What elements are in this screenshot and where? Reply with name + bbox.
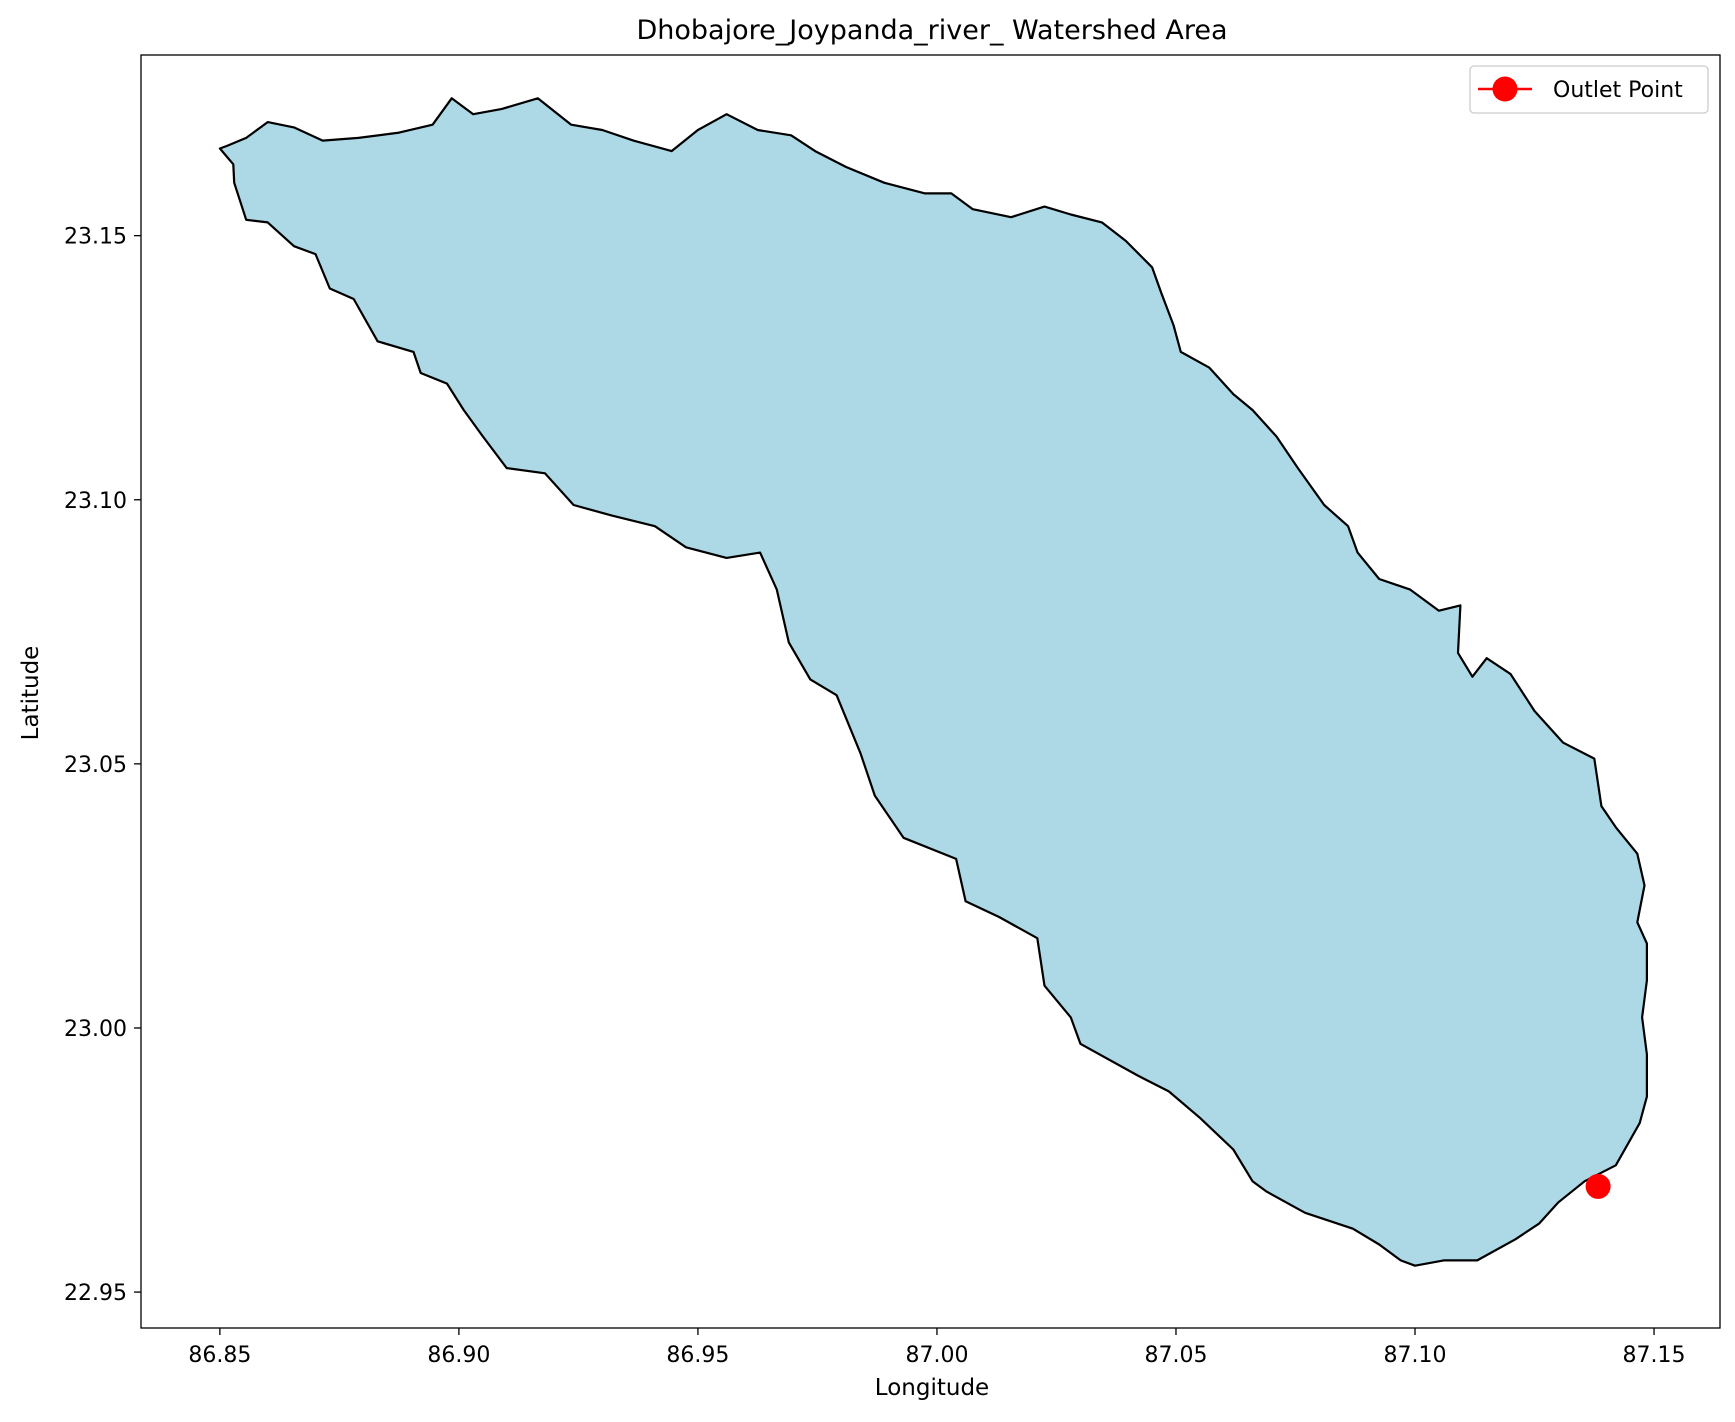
x-tick-label: 86.85 <box>188 1343 251 1368</box>
legend-label-outlet: Outlet Point <box>1553 78 1683 103</box>
outlet-point-marker[interactable] <box>1585 1173 1611 1199</box>
x-tick-label: 86.95 <box>666 1343 729 1368</box>
x-tick-label: 87.15 <box>1623 1343 1686 1368</box>
y-tick-label: 23.10 <box>64 489 127 514</box>
y-tick-label: 23.05 <box>64 753 127 778</box>
y-axis-ticks: 22.95 23.00 23.05 23.10 23.15 <box>64 225 141 1306</box>
legend-box <box>1469 65 1709 114</box>
legend: Outlet Point <box>1469 65 1709 114</box>
y-tick-label: 23.15 <box>64 225 127 250</box>
y-tick-label: 23.00 <box>64 1017 127 1042</box>
y-tick-label: 22.95 <box>64 1281 127 1306</box>
plot-area <box>218 97 1648 1267</box>
x-tick-label: 87.00 <box>905 1343 968 1368</box>
watershed-polygon <box>218 97 1648 1267</box>
x-tick-label: 87.05 <box>1144 1343 1207 1368</box>
x-tick-label: 86.90 <box>427 1343 490 1368</box>
legend-marker-sample <box>1492 76 1518 102</box>
chart-title: Dhobajore_Joypanda_river_ Watershed Area <box>636 15 1227 46</box>
x-axis-label: Longitude <box>875 1375 989 1401</box>
y-axis-label: Latitude <box>18 646 44 741</box>
x-axis-ticks: 86.85 86.90 86.95 87.00 87.05 87.10 87.15 <box>188 1328 1686 1368</box>
axes-frame <box>140 54 1721 1329</box>
x-tick-label: 87.10 <box>1384 1343 1447 1368</box>
